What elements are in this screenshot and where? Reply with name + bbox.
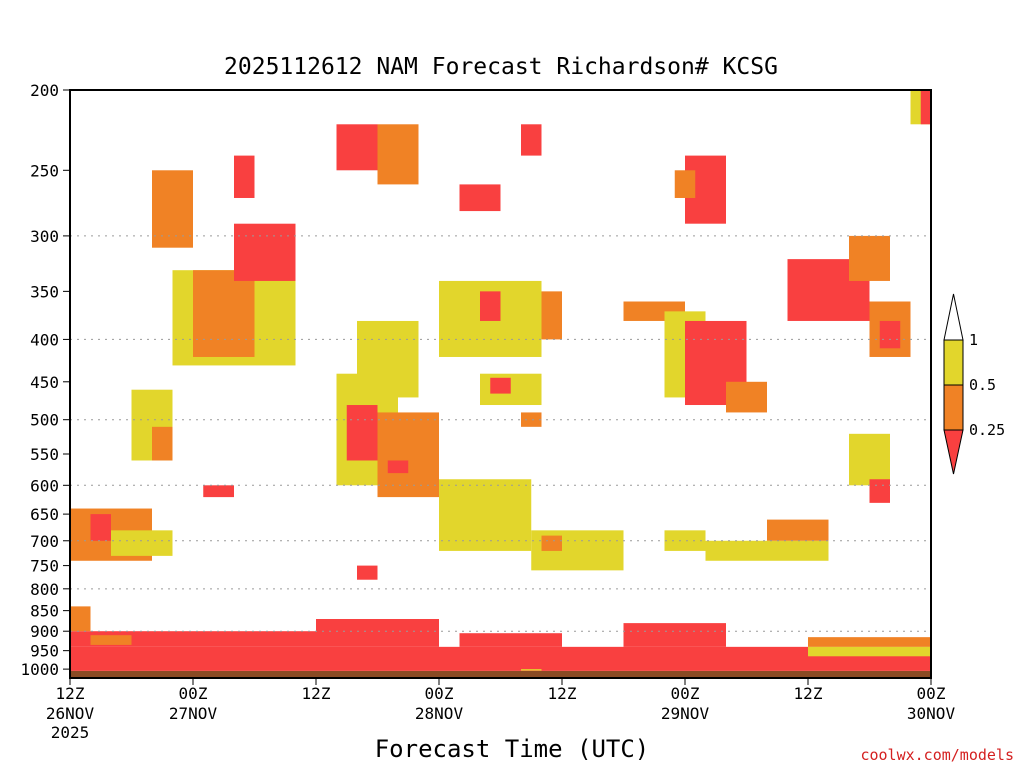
ri-cell bbox=[808, 646, 931, 657]
ri-cell bbox=[623, 623, 726, 647]
ri-cell bbox=[849, 433, 890, 486]
ri-cell bbox=[346, 405, 378, 461]
x-tick-date: 26NOV bbox=[46, 704, 95, 723]
ri-cells bbox=[70, 90, 931, 678]
ri-cell bbox=[336, 124, 378, 171]
ri-cell bbox=[664, 530, 706, 551]
ri-cell bbox=[767, 519, 829, 541]
ri-cell bbox=[459, 184, 501, 212]
x-tick-date: 29NOV bbox=[661, 704, 710, 723]
ri-cell bbox=[920, 90, 931, 125]
y-tick-label: 750 bbox=[30, 557, 59, 576]
y-tick-label: 950 bbox=[30, 642, 59, 661]
ri-cell bbox=[808, 637, 931, 647]
ri-cell bbox=[541, 535, 562, 551]
x-tick-date: 27NOV bbox=[169, 704, 218, 723]
x-tick-time: 00Z bbox=[671, 684, 700, 703]
ri-cell bbox=[357, 320, 419, 398]
x-tick-time: 12Z bbox=[794, 684, 823, 703]
ri-cell bbox=[387, 460, 409, 474]
x-tick-time: 12Z bbox=[548, 684, 577, 703]
y-tick-label: 850 bbox=[30, 602, 59, 621]
x-tick-time: 12Z bbox=[302, 684, 331, 703]
ri-cell bbox=[111, 530, 173, 556]
colorbar-top-arrow bbox=[943, 293, 964, 341]
y-tick-label: 650 bbox=[30, 505, 59, 524]
ri-cell bbox=[726, 381, 767, 413]
ri-cell bbox=[490, 377, 511, 394]
colorbar-label: 0.5 bbox=[969, 376, 996, 394]
ri-cell bbox=[541, 291, 562, 340]
y-tick-label: 1000 bbox=[20, 660, 59, 679]
y-tick-label: 600 bbox=[30, 476, 59, 495]
colorbar-label: 0.25 bbox=[969, 421, 1005, 439]
ri-cell bbox=[70, 646, 931, 671]
y-tick-label: 400 bbox=[30, 330, 59, 349]
y-tick-label: 800 bbox=[30, 580, 59, 599]
ri-cell bbox=[316, 619, 439, 647]
x-tick-date: 28NOV bbox=[415, 704, 464, 723]
ri-cell bbox=[70, 606, 91, 632]
y-tick-label: 900 bbox=[30, 622, 59, 641]
x-tick-time: 00Z bbox=[179, 684, 208, 703]
ri-cell bbox=[377, 124, 419, 185]
colorbar-bottom-arrow bbox=[943, 429, 964, 475]
ri-cell bbox=[234, 223, 296, 281]
ri-cell bbox=[849, 235, 890, 281]
colorbar-label: 1 bbox=[969, 331, 978, 349]
x-tick-time: 12Z bbox=[56, 684, 85, 703]
y-tick-label: 500 bbox=[30, 411, 59, 430]
ri-cell bbox=[521, 669, 542, 671]
y-tick-label: 700 bbox=[30, 532, 59, 551]
y-axis: 200 250 300 350 400 450 500 550 600 650 700 750 800 8… bbox=[20, 81, 70, 679]
colorbar-legend: 1 0.5 0.25 bbox=[943, 293, 1005, 475]
ri-cell bbox=[70, 670, 931, 678]
x-tick-date: 30NOV bbox=[907, 704, 956, 723]
ri-cell bbox=[152, 170, 193, 248]
ri-cell bbox=[869, 479, 890, 503]
chart-title: 2025112612 NAM Forecast Richardson# KCSG bbox=[224, 54, 778, 80]
ri-cell bbox=[459, 633, 562, 647]
ri-cell bbox=[439, 479, 532, 551]
ri-cell bbox=[234, 155, 255, 198]
ri-cell bbox=[480, 291, 501, 321]
plot-frame bbox=[69, 89, 932, 679]
y-tick-label: 350 bbox=[30, 282, 59, 301]
ri-cell bbox=[705, 540, 829, 561]
ri-cell bbox=[203, 485, 234, 498]
ri-cell bbox=[377, 412, 439, 498]
x-tick-time: 00Z bbox=[917, 684, 946, 703]
credit-text: coolwx.com/models bbox=[860, 746, 1014, 764]
y-tick-label: 450 bbox=[30, 373, 59, 392]
x-axis-label: Forecast Time (UTC) bbox=[375, 735, 650, 763]
y-tick-label: 550 bbox=[30, 445, 59, 464]
ri-cell bbox=[193, 270, 255, 357]
x-tick-time: 00Z bbox=[425, 684, 454, 703]
colorbar-segment bbox=[943, 339, 964, 386]
x-tick-year: 2025 bbox=[51, 723, 90, 742]
ri-cell bbox=[357, 565, 378, 580]
ri-cell bbox=[521, 412, 542, 427]
ri-cell bbox=[90, 514, 111, 541]
ri-cell bbox=[152, 426, 173, 461]
ri-cell bbox=[90, 635, 132, 645]
ri-cell bbox=[674, 170, 696, 198]
ri-cell bbox=[879, 320, 901, 349]
ri-cell bbox=[521, 124, 542, 156]
y-tick-label: 250 bbox=[30, 161, 59, 180]
y-tick-label: 300 bbox=[30, 227, 59, 246]
y-tick-label: 200 bbox=[30, 81, 59, 100]
colorbar-segment bbox=[943, 384, 964, 431]
